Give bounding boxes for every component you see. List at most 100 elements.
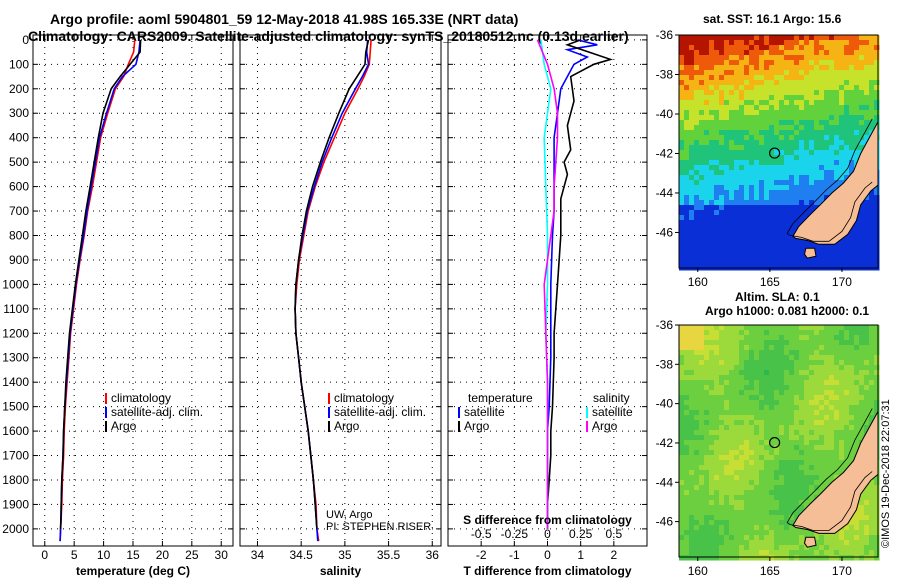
map-cell — [824, 155, 830, 161]
map-cell — [734, 75, 740, 81]
map-cell — [864, 220, 870, 226]
map-cell — [739, 65, 745, 71]
map-cell — [799, 210, 805, 216]
map-cell — [869, 510, 875, 516]
map-cell — [689, 530, 695, 536]
map-cell — [699, 200, 705, 206]
map-cell — [774, 170, 780, 176]
map-cell — [804, 360, 810, 366]
map-cell — [734, 180, 740, 186]
map-cell — [849, 250, 855, 256]
map-cell — [854, 540, 860, 546]
map-cell — [694, 355, 700, 361]
map-cell — [724, 450, 730, 456]
map-cell — [764, 140, 770, 146]
map-cell — [754, 85, 760, 91]
map-cell — [689, 450, 695, 456]
map-cell — [789, 380, 795, 386]
map-cell — [689, 165, 695, 171]
map-cell — [794, 205, 800, 211]
map-cell — [694, 350, 700, 356]
map-cell — [764, 340, 770, 346]
map-cell — [799, 170, 805, 176]
map-cell — [844, 395, 850, 401]
legend-swatch — [105, 421, 107, 432]
map-cell — [724, 150, 730, 156]
map-cell — [679, 85, 685, 91]
map-cell — [734, 360, 740, 366]
map-cell — [709, 225, 715, 231]
map-cell — [789, 480, 795, 486]
map-cell — [709, 200, 715, 206]
map-cell — [699, 385, 705, 391]
map-cell — [854, 240, 860, 246]
map-cell — [679, 510, 685, 516]
map-cell — [739, 145, 745, 151]
map-cell — [874, 355, 880, 361]
map-cell — [699, 325, 705, 331]
map-cell — [809, 130, 815, 136]
map-cell — [869, 220, 875, 226]
map-cell — [749, 450, 755, 456]
map-cell — [744, 505, 750, 511]
map-cell — [834, 255, 840, 261]
map-cell — [744, 525, 750, 531]
map-cell — [794, 480, 800, 486]
map-cell — [704, 165, 710, 171]
map-cell — [714, 530, 720, 536]
map-cell — [679, 45, 685, 51]
map-cell — [689, 380, 695, 386]
map-cell — [769, 135, 775, 141]
map-cell — [714, 515, 720, 521]
map-cell — [749, 260, 755, 266]
map-cell — [774, 75, 780, 81]
map-cell — [859, 45, 865, 51]
map-cell — [719, 445, 725, 451]
map-cell — [874, 45, 880, 51]
map-cell — [859, 360, 865, 366]
map-cell — [754, 325, 760, 331]
map-cell — [814, 80, 820, 86]
map-cell — [844, 145, 850, 151]
map-cell — [709, 465, 715, 471]
map-cell — [799, 505, 805, 511]
map-cell — [749, 155, 755, 161]
map-cell — [694, 325, 700, 331]
map-cell — [734, 330, 740, 336]
map-cell — [859, 250, 865, 256]
map-cell — [739, 100, 745, 106]
map-cell — [869, 370, 875, 376]
map-cell — [694, 125, 700, 131]
map-cell — [799, 260, 805, 266]
map-cell — [784, 335, 790, 341]
map-cell — [714, 420, 720, 426]
map-cell — [744, 205, 750, 211]
map-cell — [724, 205, 730, 211]
map-cell — [744, 360, 750, 366]
map-cell — [724, 540, 730, 546]
map-cell — [719, 555, 725, 561]
map-cell — [679, 500, 685, 506]
map-cell — [809, 545, 815, 551]
map-cell — [819, 465, 825, 471]
map-cell — [794, 165, 800, 171]
map-cell — [694, 490, 700, 496]
map-cell — [804, 115, 810, 121]
map-cell — [694, 390, 700, 396]
map-cell — [824, 550, 830, 556]
map-cell — [679, 470, 685, 476]
map-cell — [714, 215, 720, 221]
map-cell — [814, 485, 820, 491]
map-cell — [849, 425, 855, 431]
map-cell — [789, 245, 795, 251]
map-cell — [769, 335, 775, 341]
map-cell — [744, 485, 750, 491]
map-cell — [704, 405, 710, 411]
map-cell — [744, 160, 750, 166]
map-cell — [749, 480, 755, 486]
map-cell — [764, 380, 770, 386]
map-cell — [729, 100, 735, 106]
map-cell — [749, 345, 755, 351]
map-cell — [814, 190, 820, 196]
map-cell — [769, 120, 775, 126]
